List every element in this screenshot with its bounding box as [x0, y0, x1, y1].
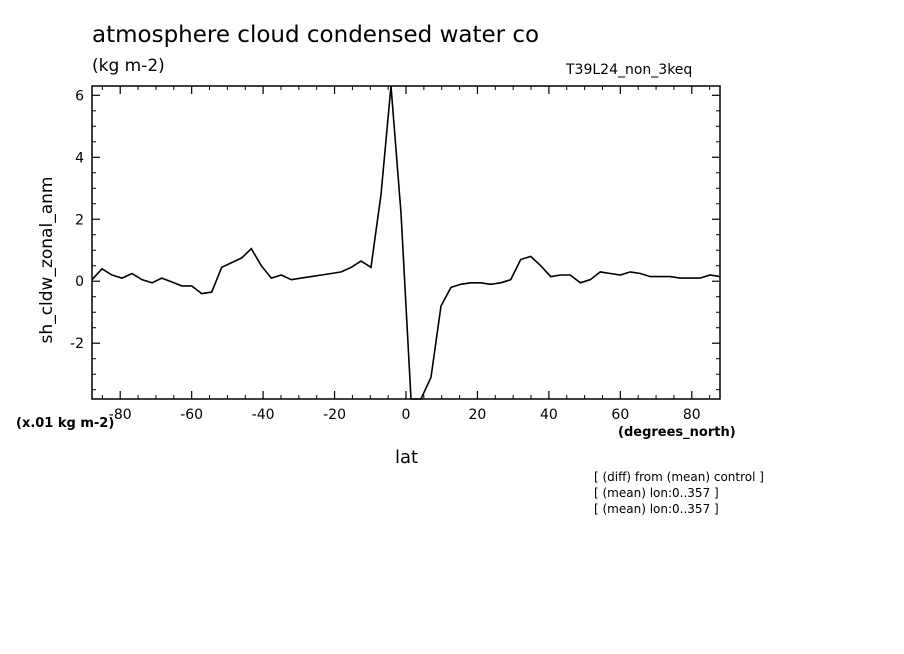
x-tick-label: 20 — [469, 407, 487, 423]
y-tick-label: 2 — [75, 212, 84, 228]
y-tick-label: 0 — [75, 274, 84, 290]
x-tick-label: 60 — [611, 407, 629, 423]
x-tick-label: -20 — [323, 407, 346, 423]
y-tick-label: 4 — [75, 150, 84, 166]
note-line-2: [ (mean) lon:0..357 ] — [594, 486, 719, 500]
y-tick-label: 6 — [75, 88, 84, 104]
x-tick-label: 0 — [402, 407, 411, 423]
y-tick-label: -2 — [70, 336, 84, 352]
x-tick-label: 80 — [683, 407, 701, 423]
note-line-1: [ (diff) from (mean) control ] — [594, 470, 764, 484]
units-label: (kg m-2) — [92, 56, 165, 76]
plot-frame — [91, 85, 721, 400]
x-axis-label: lat — [395, 447, 419, 468]
x-tick-label: 40 — [540, 407, 558, 423]
y-scale-note: (x.01 kg m-2) — [16, 416, 115, 431]
x-units-label: (degrees_north) — [618, 425, 736, 440]
series-line — [91, 85, 721, 400]
y-axis-label: sh_cldw_zonal_anm — [37, 177, 57, 344]
note-line-3: [ (mean) lon:0..357 ] — [594, 502, 719, 516]
run-label: T39L24_non_3keq — [566, 62, 693, 78]
chart-title: atmosphere cloud condensed water co — [92, 22, 540, 48]
x-tick-label: -40 — [252, 407, 275, 423]
x-tick-label: -80 — [109, 407, 132, 423]
x-tick-label: -60 — [180, 407, 203, 423]
